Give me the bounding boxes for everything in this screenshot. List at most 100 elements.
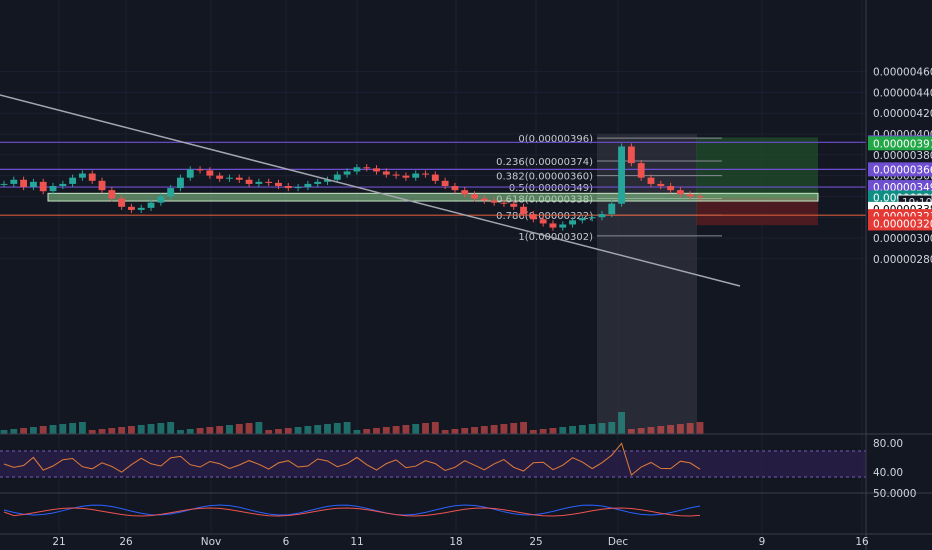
candle-body: [206, 170, 214, 176]
time-tick-label: 16: [855, 536, 869, 548]
candle-body: [559, 224, 567, 228]
candle-body: [578, 218, 586, 221]
volume-bar: [98, 429, 106, 434]
volume-bar: [284, 428, 292, 434]
macd-line: [3, 504, 701, 516]
volume-bar: [490, 425, 498, 434]
candle-body: [539, 219, 547, 224]
volume-bar: [333, 423, 341, 434]
candle-body: [392, 174, 400, 176]
volume-bar: [39, 426, 47, 434]
candle-body: [196, 169, 204, 171]
candle-body: [618, 146, 626, 204]
candle-body: [128, 206, 135, 210]
candle-body: [118, 198, 126, 207]
volume-bar: [343, 422, 351, 434]
volume-bar: [255, 422, 263, 434]
fib-level-label: 0.5(0.00000349): [509, 183, 593, 194]
volume-bar: [598, 423, 606, 434]
volume-bar: [529, 430, 537, 434]
candle-body: [451, 186, 459, 191]
candle-body: [422, 173, 429, 175]
candle-body: [157, 196, 165, 203]
candle-body: [412, 173, 420, 178]
candle-body: [147, 202, 155, 208]
candle-body: [294, 187, 302, 189]
candle-body: [373, 168, 380, 172]
candle-body: [10, 179, 18, 184]
rsi-line: [3, 442, 701, 476]
volume-bar: [186, 429, 194, 434]
volume-bar: [118, 427, 126, 434]
volume-bar: [363, 429, 371, 434]
candle-body: [108, 190, 116, 199]
volume-bar: [245, 423, 253, 434]
macd-signal-line: [3, 507, 701, 517]
time-tick-label: 26: [119, 536, 133, 548]
candle-body: [59, 183, 67, 186]
candle-body: [402, 175, 410, 178]
candle-body: [98, 180, 106, 191]
volume-bar: [59, 424, 67, 434]
volume-bars: [0, 412, 704, 434]
volume-bar: [667, 425, 675, 434]
price-badge-label: 0.00000366: [873, 164, 932, 176]
volume-bar: [539, 429, 547, 434]
volume-bar: [422, 423, 429, 434]
candle-body: [137, 207, 145, 210]
candle-body: [480, 198, 488, 201]
volume-bar: [441, 430, 449, 434]
candle-body: [255, 181, 263, 184]
candle-body: [471, 194, 478, 199]
rsi-band: [0, 451, 866, 477]
candle-body: [167, 188, 175, 197]
time-tick-label: 18: [449, 536, 462, 548]
candle-body: [343, 171, 351, 175]
volume-bar: [128, 426, 135, 434]
descending-trendline: [0, 94, 741, 287]
candle-body: [382, 171, 390, 175]
volume-bar: [10, 429, 18, 434]
price-badge-label: 0.00000320: [873, 218, 932, 230]
horizontal-levels[interactable]: [0, 141, 866, 216]
fib-level-label: 0.786(0.00000322): [496, 211, 593, 222]
candle-body: [647, 177, 655, 184]
price-axis[interactable]: 0.000004600.000004400.000004200.00000400…: [865, 0, 932, 550]
time-axis[interactable]: 21 26 Nov 6 11 18 25 Dec 9 16: [52, 536, 869, 548]
volume-bar: [500, 424, 508, 434]
candle-body: [598, 214, 606, 218]
position-profit-zone: [696, 137, 818, 198]
trendline[interactable]: [0, 94, 741, 287]
candle-body: [588, 217, 596, 219]
candle-body: [78, 173, 86, 178]
candle-body: [500, 202, 508, 204]
candle-body: [265, 181, 273, 183]
volume-bar: [382, 427, 390, 434]
price-badge: [868, 162, 932, 177]
volume-bar: [0, 430, 8, 434]
volume-bar: [686, 423, 694, 434]
volume-bar: [226, 425, 233, 434]
volume-bar: [657, 426, 665, 434]
candle-body: [69, 177, 77, 184]
volume-bar: [235, 424, 243, 434]
volume-bar: [324, 424, 331, 434]
time-tick-label: Nov: [201, 536, 222, 548]
candle-body: [608, 203, 616, 215]
volume-bar: [588, 424, 596, 434]
candle-body: [529, 214, 537, 220]
candle-body: [657, 183, 665, 186]
volume-bar: [167, 422, 175, 434]
volume-bar: [431, 422, 439, 434]
candle-body: [314, 181, 322, 184]
candle-body: [667, 186, 675, 191]
candle-body: [627, 146, 635, 164]
price-tick-label: 0.00000460: [873, 67, 932, 79]
volume-bar: [676, 424, 684, 434]
long-position-tool[interactable]: [696, 137, 818, 226]
volume-bar: [147, 424, 155, 434]
time-tick-label: Dec: [608, 536, 629, 548]
volume-bar: [29, 427, 37, 434]
volume-bar: [618, 412, 626, 434]
